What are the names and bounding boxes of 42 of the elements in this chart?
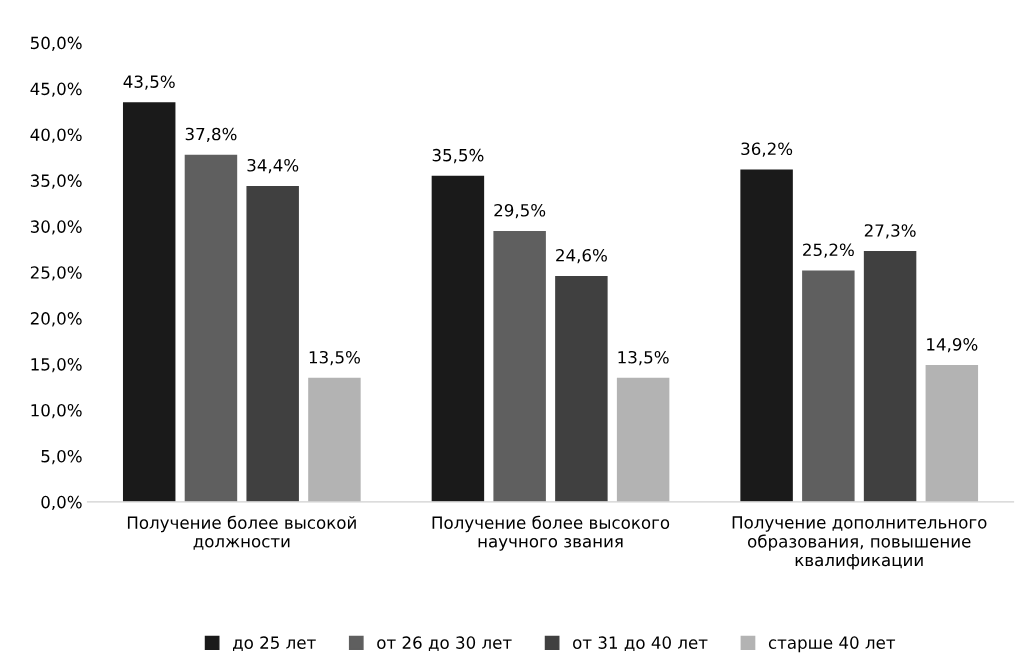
data-label: 14,9% <box>927 338 978 353</box>
data-label: 34,4% <box>247 158 299 174</box>
bar <box>616 377 670 502</box>
y-tick-label: 35,0% <box>30 174 82 189</box>
data-label: 43,5% <box>123 75 175 90</box>
data-label: 24,6% <box>556 248 607 264</box>
y-tick-label: 45,0% <box>30 82 82 97</box>
bar <box>246 185 299 502</box>
y-tick-label: 0,0% <box>41 495 82 511</box>
y-tick-label: 5,0% <box>41 449 82 465</box>
bar <box>122 102 176 502</box>
legend-label: старше 40 лет <box>768 636 896 653</box>
y-tick-label: 20,0% <box>30 312 82 327</box>
y-tick-label: 40,0% <box>30 128 82 143</box>
data-label: 25,2% <box>803 243 854 258</box>
legend-label: от 31 до 40 лет <box>573 636 708 651</box>
bar <box>431 175 485 502</box>
y-tick-label: 50,0% <box>30 36 82 51</box>
data-label: 36,2% <box>741 142 793 157</box>
x-tick-label: Получение более высокого научного звания <box>432 515 670 551</box>
bar <box>308 377 361 502</box>
data-label: 13,5% <box>618 350 669 366</box>
bar <box>863 251 917 502</box>
data-label: 13,5% <box>309 350 360 366</box>
bar <box>184 154 238 502</box>
bar <box>925 365 979 502</box>
data-label: 35,5% <box>432 148 484 164</box>
data-label: 27,3% <box>864 224 916 239</box>
y-tick-label: 15,0% <box>31 358 82 373</box>
data-label: 29,5% <box>494 203 546 219</box>
y-tick-label: 30,0% <box>30 220 82 235</box>
y-tick-label: 25,0% <box>30 266 82 281</box>
bar <box>802 270 855 502</box>
bar <box>493 230 546 502</box>
legend-label: от 26 до 30 лет <box>377 636 512 651</box>
data-label: 37,8% <box>185 127 237 143</box>
legend-label: до 25 лет <box>233 636 316 651</box>
bar <box>740 169 793 502</box>
x-tick-label: Получение дополнительного образования, повышение квалификации <box>732 516 987 570</box>
x-tick-label: Получение более высокой должности <box>127 515 356 550</box>
bar <box>555 275 608 502</box>
y-tick-label: 10,0% <box>31 403 82 419</box>
